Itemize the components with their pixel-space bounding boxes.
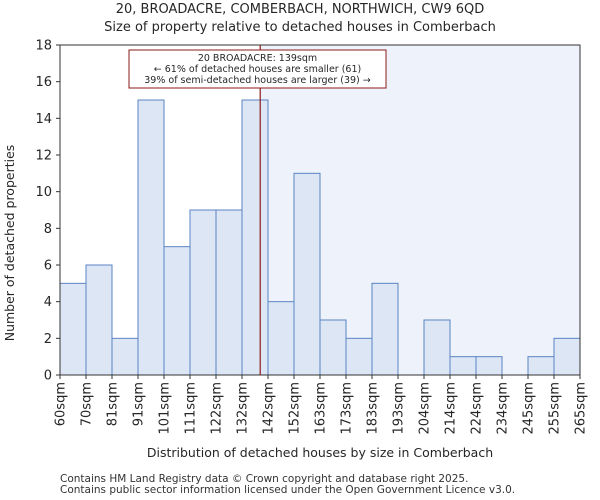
x-axis-label: Distribution of detached houses by size … [147,445,493,460]
histogram-bar [371,282,399,376]
x-tick-label: 152sqm [288,382,303,435]
histogram-bar [423,319,451,376]
x-tick-label: 224sqm [470,382,485,435]
chart-title: Size of property relative to detached ho… [104,20,496,35]
annotation-line-1: 20 BROADACRE: 139sqm [198,53,317,64]
y-tick-label: 16 [35,75,52,90]
y-tick-label: 0 [44,369,52,384]
x-tick-label: 214sqm [444,382,459,435]
histogram-bar [215,209,243,376]
y-tick-label: 8 [44,222,52,237]
histogram-bar [267,301,295,376]
x-tick-label: 193sqm [392,382,407,435]
x-tick-label: 183sqm [366,382,381,435]
footer-copyright: Contains HM Land Registry data © Crown c… [60,473,469,485]
x-tick-label: 163sqm [314,382,329,435]
x-tick-label: 255sqm [548,382,563,435]
histogram-bar [319,319,347,376]
x-tick-label: 111sqm [184,382,199,435]
x-tick-label: 101sqm [158,382,173,435]
histogram-bar [137,99,165,376]
x-tick-label: 81sqm [106,382,121,426]
x-tick-label: 204sqm [418,382,433,435]
x-tick-label: 245sqm [522,382,537,435]
histogram-bar [111,337,139,376]
chart-title-address: 20, BROADACRE, COMBERBACH, NORTHWICH, CW… [115,2,485,17]
histogram-bar [449,356,477,376]
x-tick-label: 70sqm [80,382,95,426]
x-tick-label: 91sqm [132,382,147,426]
histogram-bar [553,337,581,376]
x-tick-label: 132sqm [236,382,251,435]
x-tick-label: 60sqm [54,382,69,426]
annotation-line-3: 39% of semi-detached houses are larger (… [144,75,371,86]
y-tick-label: 2 [44,332,52,347]
y-tick-label: 18 [35,39,52,54]
annotation-line-2: ← 61% of detached houses are smaller (61… [154,64,361,75]
histogram-bar [189,209,217,376]
histogram-bar [293,172,321,376]
annotation-box [128,49,387,89]
footer-licence: Contains public sector information licen… [60,484,516,496]
histogram-bar [85,264,113,376]
histogram-bar [527,356,555,376]
histogram-bar [163,246,191,376]
x-tick-label: 265sqm [574,382,589,435]
y-tick-label: 10 [35,185,52,200]
x-tick-label: 173sqm [340,382,355,435]
histogram-bar [59,282,87,376]
y-tick-label: 6 [44,259,52,274]
histogram-bar [475,356,503,376]
y-tick-label: 14 [35,112,52,127]
x-tick-label: 234sqm [496,382,511,435]
x-tick-label: 122sqm [210,382,225,435]
x-tick-label: 142sqm [262,382,277,435]
histogram-bar [241,99,269,376]
y-tick-label: 4 [44,295,52,310]
y-axis-label: Number of detached properties [2,145,17,342]
histogram-bar [345,337,373,376]
y-tick-label: 12 [35,149,52,164]
